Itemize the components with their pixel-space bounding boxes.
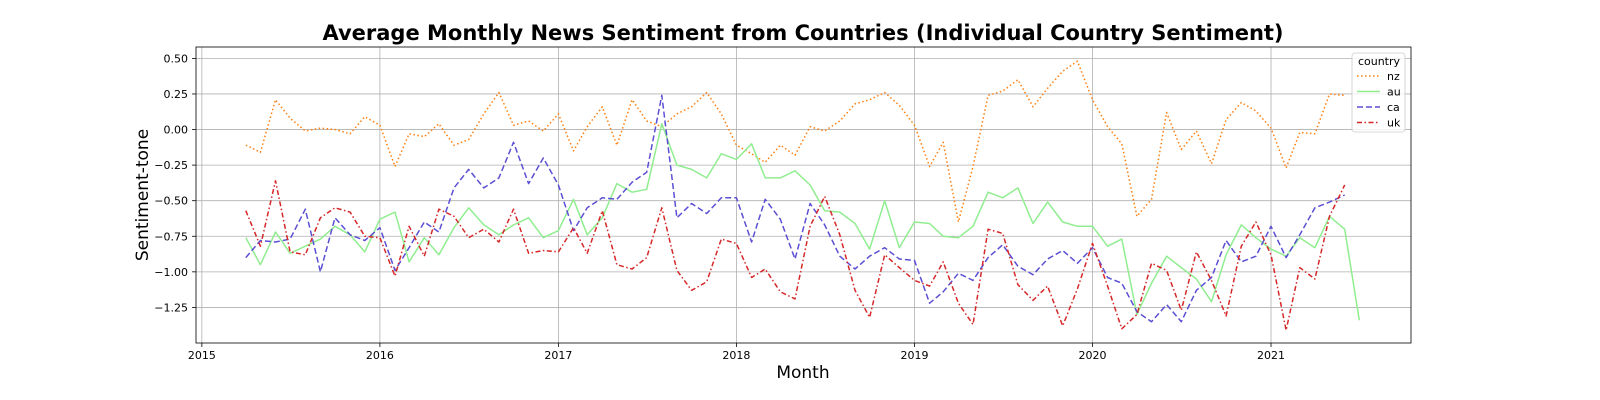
y-tick-label: 0.25: [164, 88, 189, 101]
legend-label-uk: uk: [1387, 117, 1401, 130]
series-lines: [245, 60, 1361, 331]
series-line-uk: [245, 180, 1346, 331]
y-tick-label: −1.25: [154, 301, 188, 314]
y-axis-label: Sentiment-tone: [133, 129, 153, 261]
legend: country nz au ca uk: [1351, 52, 1406, 133]
y-tick-label: −0.50: [154, 195, 188, 208]
x-tick-label: 2016: [366, 349, 394, 362]
series-line-au: [245, 123, 1361, 321]
x-tick-label: 2020: [1078, 349, 1106, 362]
axis-ticks: 2015 2016 2017 2018 2019 2020 2021 0.50 0.25 0.00…: [154, 52, 1285, 362]
legend-items: nz au ca uk: [1357, 70, 1401, 130]
legend-box: [1351, 52, 1406, 133]
grid: [196, 47, 1411, 343]
x-tick-label: 2015: [188, 349, 216, 362]
series-line-ca: [245, 94, 1346, 323]
y-tick-label: −1.00: [154, 266, 188, 279]
y-tick-label: −0.25: [154, 159, 188, 172]
y-tick-label: −0.75: [154, 230, 188, 243]
plot-frame: [195, 46, 1412, 344]
x-tick-label: 2019: [900, 349, 928, 362]
x-axis-label: Month: [776, 363, 829, 383]
x-tick-label: 2017: [544, 349, 572, 362]
x-tick-label: 2018: [722, 349, 750, 362]
series-line-nz: [245, 60, 1345, 223]
x-tick-label: 2021: [1257, 349, 1285, 362]
legend-title: country: [1358, 55, 1401, 68]
legend-label-nz: nz: [1387, 70, 1400, 83]
legend-label-au: au: [1387, 86, 1401, 99]
legend-label-ca: ca: [1387, 101, 1400, 114]
y-tick-label: 0.50: [164, 52, 189, 65]
y-tick-label: 0.00: [164, 124, 189, 137]
chart-title: Average Monthly News Sentiment from Coun…: [322, 21, 1283, 45]
